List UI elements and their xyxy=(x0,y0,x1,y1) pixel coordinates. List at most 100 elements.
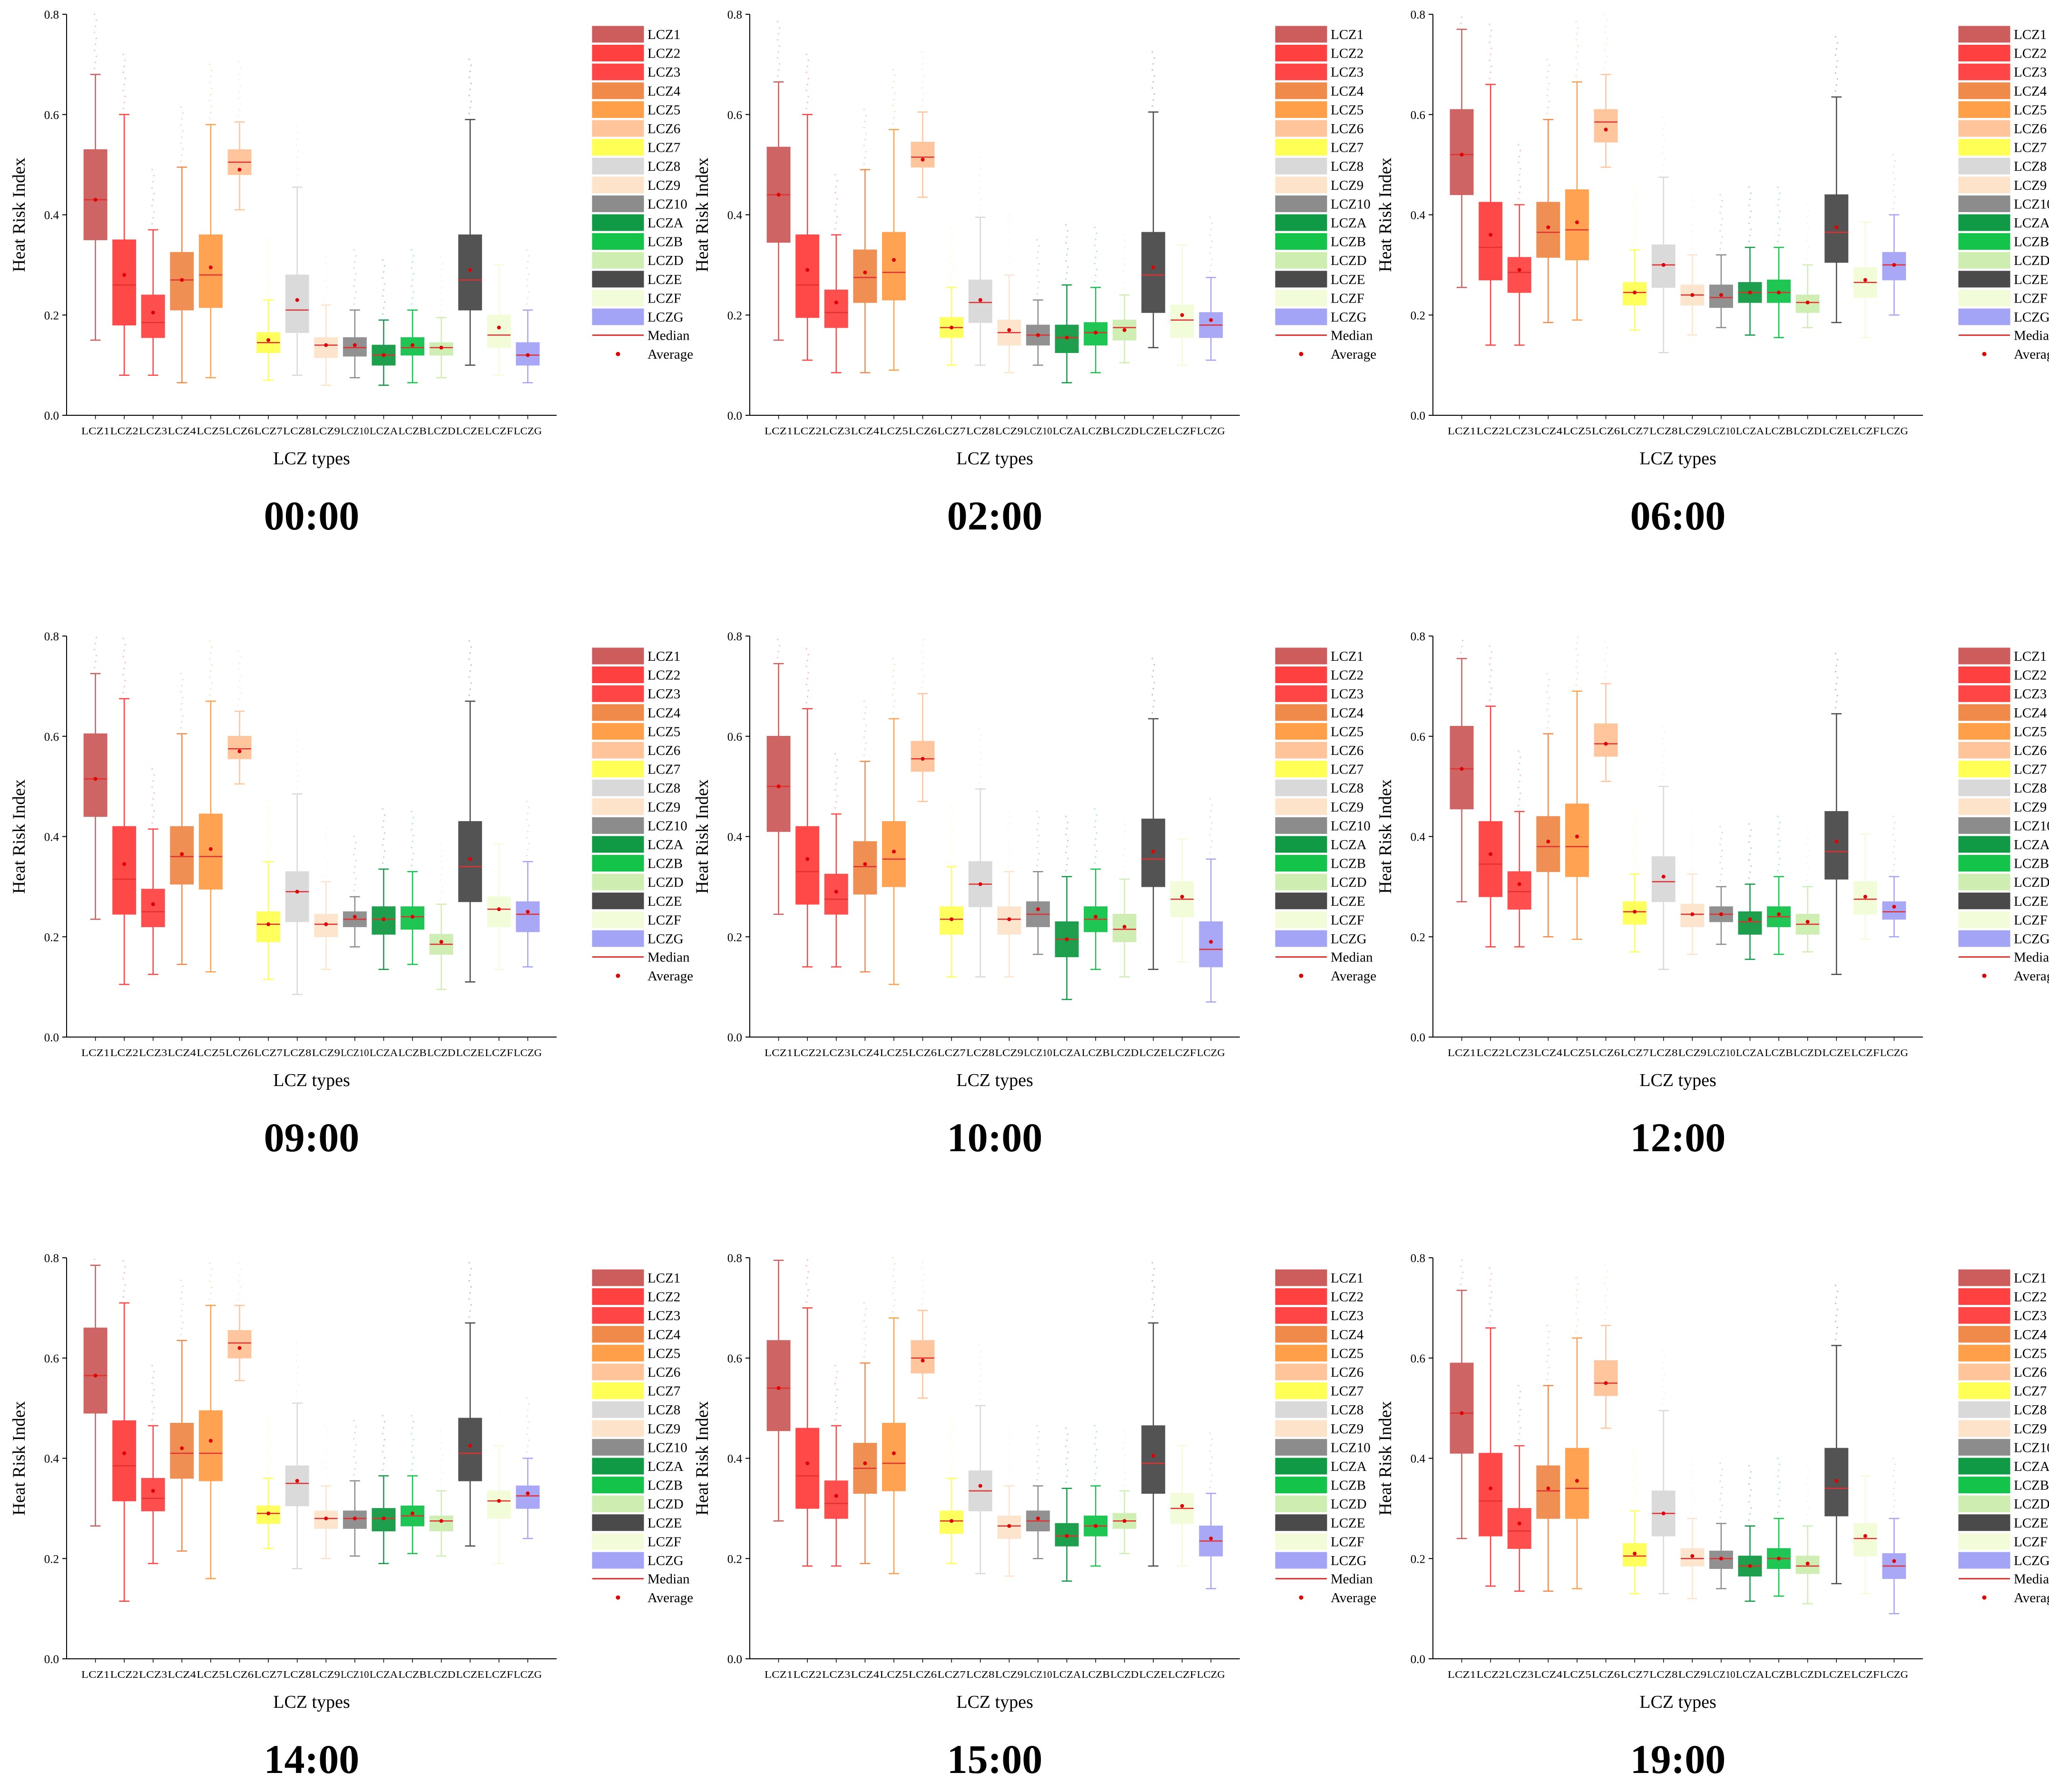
outlier-point xyxy=(1490,1309,1492,1311)
box-average xyxy=(1209,1537,1213,1541)
legend-label: LCZA xyxy=(1331,215,1367,231)
outlier-cloud xyxy=(497,783,501,839)
outlier-point xyxy=(980,180,982,182)
outlier-point xyxy=(951,812,953,813)
outlier-point xyxy=(1065,260,1067,262)
outlier-point xyxy=(152,217,154,219)
outlier-point xyxy=(1209,216,1211,218)
outlier-point xyxy=(353,1420,355,1422)
outlier-point xyxy=(980,1357,981,1359)
legend-swatch xyxy=(1275,1552,1327,1569)
box-average xyxy=(978,882,982,886)
x-axis-title: LCZ types xyxy=(1639,1692,1716,1712)
outlier-point xyxy=(526,854,528,857)
legend-swatch xyxy=(1275,1458,1327,1475)
legend-label: LCZ4 xyxy=(647,705,681,721)
outlier-point xyxy=(470,1268,472,1270)
outlier-point xyxy=(93,31,96,33)
outlier-cloud xyxy=(1065,1427,1069,1483)
legend-label: LCZB xyxy=(647,1478,683,1493)
legend-swatch xyxy=(1275,1307,1327,1324)
box-average xyxy=(921,1359,925,1363)
outlier-point xyxy=(1211,222,1213,225)
legend-label: LCZ3 xyxy=(2014,686,2047,702)
outlier-point xyxy=(469,88,471,90)
outlier-point xyxy=(951,1465,952,1467)
x-axis-title: LCZ types xyxy=(956,449,1033,469)
outlier-point xyxy=(1808,832,1810,833)
legend-swatch xyxy=(1275,911,1327,928)
outlier-point xyxy=(1806,1501,1808,1503)
outlier-point xyxy=(1748,1465,1750,1467)
outlier-point xyxy=(1719,862,1721,863)
outlier-cloud xyxy=(295,733,299,789)
box-average xyxy=(266,1511,271,1516)
outlier-point xyxy=(1009,220,1011,222)
outlier-point xyxy=(921,105,923,107)
outlier-point xyxy=(1893,1469,1895,1471)
outlier-point xyxy=(1690,1475,1692,1478)
outlier-point xyxy=(1096,1467,1098,1469)
legend-label: LCZ10 xyxy=(2014,196,2049,212)
x-tick-label: LCZA xyxy=(370,1047,398,1058)
outlier-point xyxy=(1864,191,1866,193)
x-tick-label: LCZA xyxy=(1053,425,1081,437)
x-tick-label: LCZE xyxy=(1823,1669,1851,1680)
outlier-point xyxy=(1209,1469,1211,1470)
outlier-point xyxy=(268,245,270,247)
outlier-point xyxy=(1806,1483,1808,1485)
outlier-point xyxy=(1210,1480,1212,1482)
legend-swatch xyxy=(592,685,644,702)
outlier-point xyxy=(440,274,441,276)
outlier-point xyxy=(1779,858,1781,860)
outlier-point xyxy=(1009,816,1011,819)
outlier-point xyxy=(1606,1288,1608,1290)
outlier-point xyxy=(122,53,124,55)
y-tick-label: 0.0 xyxy=(727,410,742,422)
outlier-point xyxy=(526,801,528,803)
outlier-point xyxy=(1490,657,1491,659)
outlier-cloud xyxy=(1036,811,1040,867)
x-tick-label: LCZ5 xyxy=(1563,1047,1591,1058)
box-average xyxy=(324,1516,328,1520)
outlier-point xyxy=(1577,63,1579,65)
outlier-point xyxy=(93,666,96,668)
x-tick-label: LCZ8 xyxy=(1649,1047,1677,1058)
outlier-point xyxy=(382,844,384,846)
x-tick-label: LCZ2 xyxy=(1476,425,1504,437)
x-axis-title: LCZ types xyxy=(273,1692,350,1712)
outlier-point xyxy=(1547,1354,1549,1357)
outlier-point xyxy=(1575,57,1577,59)
outlier-point xyxy=(1663,128,1665,130)
outlier-point xyxy=(209,676,211,678)
outlier-point xyxy=(1007,811,1009,813)
x-tick-label: LCZ2 xyxy=(1476,1669,1504,1680)
legend-average-label: Average xyxy=(2014,347,2049,362)
outlier-point xyxy=(1604,1319,1606,1321)
outlier-point xyxy=(1123,288,1125,290)
box-average xyxy=(805,1461,810,1466)
box-average xyxy=(1007,917,1011,921)
outlier-point xyxy=(1720,1492,1722,1494)
outlier-point xyxy=(1663,774,1665,775)
outlier-point xyxy=(1719,843,1721,845)
outlier-point xyxy=(324,875,326,877)
outlier-point xyxy=(324,1479,326,1481)
outlier-point xyxy=(1892,1475,1894,1478)
y-tick-label: 0.0 xyxy=(727,1031,742,1044)
box-average xyxy=(776,784,781,789)
outlier-point xyxy=(1576,1325,1578,1327)
box-average xyxy=(180,278,184,282)
box-average xyxy=(892,258,896,262)
outlier-point xyxy=(1807,1495,1809,1497)
box-iqr xyxy=(911,1340,935,1374)
outlier-point xyxy=(834,1382,836,1385)
x-tick-label: LCZE xyxy=(456,1669,484,1680)
outlier-point xyxy=(951,250,953,253)
outlier-point xyxy=(950,263,951,264)
outlier-point xyxy=(805,666,807,667)
legend-swatch xyxy=(1275,1269,1327,1286)
box-average xyxy=(1748,1564,1752,1568)
outlier-point xyxy=(440,861,441,863)
